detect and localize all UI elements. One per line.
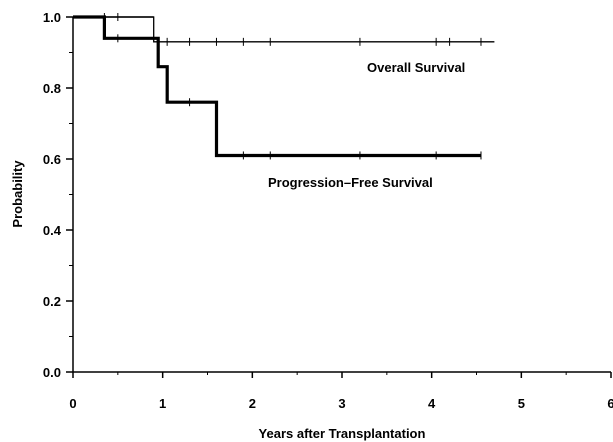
x-tick-label: 4 [428,396,436,411]
y-tick-label: 0.8 [43,81,61,96]
x-axis-title: Years after Transplantation [259,426,426,441]
x-tick-label: 6 [607,396,613,411]
x-ticks: 0 1 2 3 4 5 6 [69,372,613,411]
y-tick-label: 0.6 [43,152,61,167]
x-tick-label: 2 [249,396,256,411]
y-tick-label: 0.2 [43,294,61,309]
series-label-progression-free-survival: Progression–Free Survival [268,175,433,190]
series-line-progression-free-survival [73,15,481,158]
y-tick-label: 0.4 [43,223,62,238]
x-tick-label: 0 [69,396,76,411]
x-tick-label: 5 [518,396,525,411]
x-tick-label: 3 [338,396,345,411]
series-layer [73,13,495,160]
x-tick-label: 1 [159,396,166,411]
series-label-overall-survival: Overall Survival [367,60,465,75]
y-tick-label: 1.0 [43,10,61,25]
y-tick-label: 0.0 [43,365,61,380]
y-ticks: 0.0 0.2 0.4 0.6 0.8 1.0 [43,10,73,380]
y-axis-title: Probability [10,160,25,228]
series-line-overall-survival [73,16,495,43]
axes [72,16,611,373]
